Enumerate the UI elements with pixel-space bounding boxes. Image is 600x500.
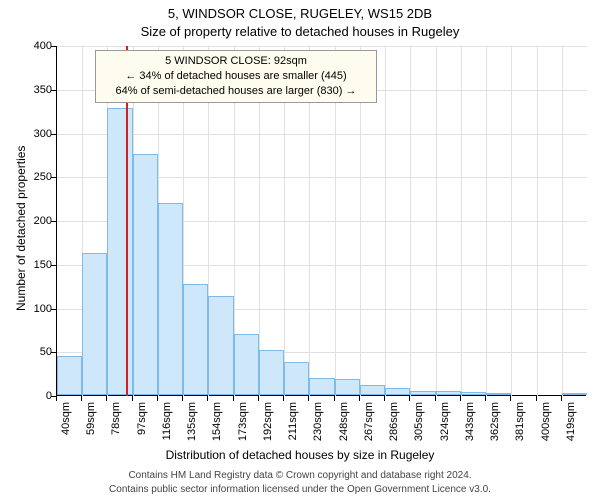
x-tick-mark	[258, 396, 259, 401]
histogram-bar	[309, 378, 334, 396]
x-tick-label: 97sqm	[136, 402, 148, 446]
y-tick-label: 50	[12, 346, 52, 358]
y-tick-label: 300	[12, 128, 52, 140]
histogram-bar	[385, 388, 410, 395]
footer-licence: Contains public sector information licen…	[0, 484, 600, 495]
x-tick-mark	[435, 396, 436, 401]
x-tick-mark	[485, 396, 486, 401]
gridline-v	[486, 46, 487, 396]
gridline-v	[410, 46, 411, 396]
histogram-bar	[360, 385, 385, 396]
x-tick-label: 173sqm	[237, 402, 249, 446]
x-tick-label: 362sqm	[489, 402, 501, 446]
x-tick-label: 135sqm	[186, 402, 198, 446]
x-tick-mark	[460, 396, 461, 401]
x-tick-label: 305sqm	[413, 402, 425, 446]
chart-title-subtitle: Size of property relative to detached ho…	[0, 24, 600, 39]
histogram-bar	[486, 393, 511, 395]
histogram-bar	[284, 362, 309, 395]
histogram-bar	[82, 253, 107, 395]
y-tick-label: 100	[12, 303, 52, 315]
annotation-line1: 5 WINDSOR CLOSE: 92sqm	[102, 54, 370, 69]
x-tick-mark	[536, 396, 537, 401]
footer-copyright: Contains HM Land Registry data © Crown c…	[0, 470, 600, 481]
histogram-bar	[57, 356, 82, 395]
y-tick-mark	[51, 309, 56, 310]
histogram-bar	[461, 392, 486, 395]
y-tick-mark	[51, 352, 56, 353]
y-tick-mark	[51, 134, 56, 135]
x-tick-mark	[283, 396, 284, 401]
chart-title-address: 5, WINDSOR CLOSE, RUGELEY, WS15 2DB	[0, 6, 600, 21]
gridline-h	[57, 134, 587, 135]
histogram-bar	[259, 350, 284, 396]
histogram-bar	[158, 203, 183, 396]
x-tick-label: 343sqm	[464, 402, 476, 446]
gridline-h	[57, 46, 587, 47]
x-tick-label: 40sqm	[60, 402, 72, 446]
x-tick-label: 419sqm	[565, 402, 577, 446]
x-tick-label: 248sqm	[338, 402, 350, 446]
histogram-bar	[133, 154, 158, 395]
histogram-bar	[183, 284, 208, 395]
histogram-bar	[107, 108, 132, 395]
y-tick-mark	[51, 46, 56, 47]
x-tick-mark	[384, 396, 385, 401]
y-tick-label: 0	[12, 390, 52, 402]
gridline-v	[461, 46, 462, 396]
x-tick-label: 211sqm	[287, 402, 299, 446]
y-tick-mark	[51, 265, 56, 266]
x-tick-label: 400sqm	[540, 402, 552, 446]
x-tick-label: 154sqm	[211, 402, 223, 446]
x-tick-mark	[81, 396, 82, 401]
x-tick-label: 324sqm	[439, 402, 451, 446]
x-tick-label: 381sqm	[514, 402, 526, 446]
x-tick-mark	[56, 396, 57, 401]
x-tick-mark	[510, 396, 511, 401]
histogram-bar	[436, 391, 461, 395]
x-tick-mark	[182, 396, 183, 401]
x-tick-mark	[308, 396, 309, 401]
y-tick-label: 250	[12, 171, 52, 183]
histogram-bar	[208, 296, 233, 395]
y-tick-label: 400	[12, 40, 52, 52]
x-tick-mark	[409, 396, 410, 401]
x-tick-mark	[157, 396, 158, 401]
gridline-v	[562, 46, 563, 396]
histogram-bar	[234, 334, 259, 395]
x-axis-label: Distribution of detached houses by size …	[0, 448, 600, 462]
x-tick-mark	[106, 396, 107, 401]
y-tick-label: 150	[12, 259, 52, 271]
x-tick-mark	[233, 396, 234, 401]
annotation-line2: ← 34% of detached houses are smaller (44…	[102, 69, 370, 84]
x-tick-mark	[132, 396, 133, 401]
y-tick-mark	[51, 221, 56, 222]
annotation-box: 5 WINDSOR CLOSE: 92sqm ← 34% of detached…	[95, 50, 377, 103]
x-tick-label: 267sqm	[363, 402, 375, 446]
gridline-v	[436, 46, 437, 396]
x-tick-mark	[334, 396, 335, 401]
gridline-v	[385, 46, 386, 396]
x-tick-label: 78sqm	[110, 402, 122, 446]
y-tick-label: 350	[12, 84, 52, 96]
gridline-v	[537, 46, 538, 396]
x-tick-label: 116sqm	[161, 402, 173, 446]
x-tick-label: 286sqm	[388, 402, 400, 446]
x-tick-mark	[561, 396, 562, 401]
annotation-line3: 64% of semi-detached houses are larger (…	[102, 84, 370, 99]
histogram-bar	[335, 379, 360, 395]
x-tick-mark	[207, 396, 208, 401]
x-tick-label: 192sqm	[262, 402, 274, 446]
y-tick-mark	[51, 177, 56, 178]
gridline-v	[511, 46, 512, 396]
y-tick-mark	[51, 90, 56, 91]
x-tick-mark	[359, 396, 360, 401]
x-tick-label: 230sqm	[312, 402, 324, 446]
histogram-bar	[562, 393, 587, 395]
y-tick-label: 200	[12, 215, 52, 227]
x-tick-label: 59sqm	[85, 402, 97, 446]
histogram-bar	[410, 391, 435, 395]
